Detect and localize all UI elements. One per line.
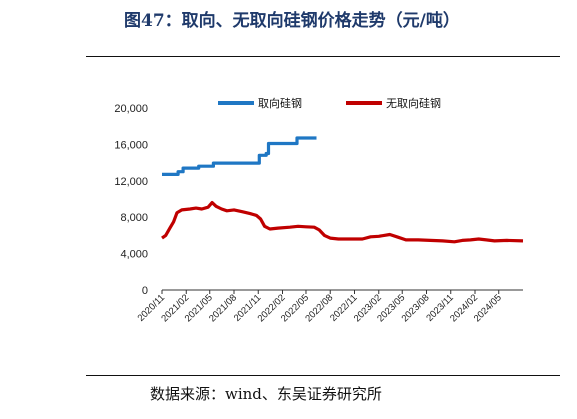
- top-rule: [86, 56, 560, 57]
- y-tick-label: 8,000: [120, 212, 148, 224]
- y-tick-label: 20,000: [114, 103, 148, 115]
- data-source-note: 数据来源：wind、东吴证券研究所: [150, 385, 382, 403]
- legend: 取向硅钢 无取向硅钢: [218, 96, 441, 110]
- y-tick-label: 12,000: [114, 176, 148, 188]
- bottom-rule: [86, 375, 560, 376]
- x-axis: 2020/112021/022021/052021/082021/112022/…: [136, 289, 523, 324]
- series-line-non-oriented: [161, 201, 524, 244]
- y-tick-label: 16,000: [114, 139, 148, 151]
- y-tick-label: 4,000: [120, 249, 148, 261]
- legend-label: 取向硅钢: [258, 96, 302, 110]
- series-line-grain-oriented: [162, 136, 317, 176]
- figure-title: 图47：取向、无取向硅钢价格走势（元/吨）: [124, 11, 460, 31]
- y-tick-label: 0: [142, 285, 148, 297]
- legend-label: 无取向硅钢: [386, 96, 441, 110]
- series-layer: [161, 136, 524, 244]
- y-axis: 0 4,000 8,000 12,000 16,000 20,000: [114, 103, 148, 297]
- price-line-chart: 取向硅钢 无取向硅钢 04,0008,00012,00016,00020,000 …: [114, 96, 524, 324]
